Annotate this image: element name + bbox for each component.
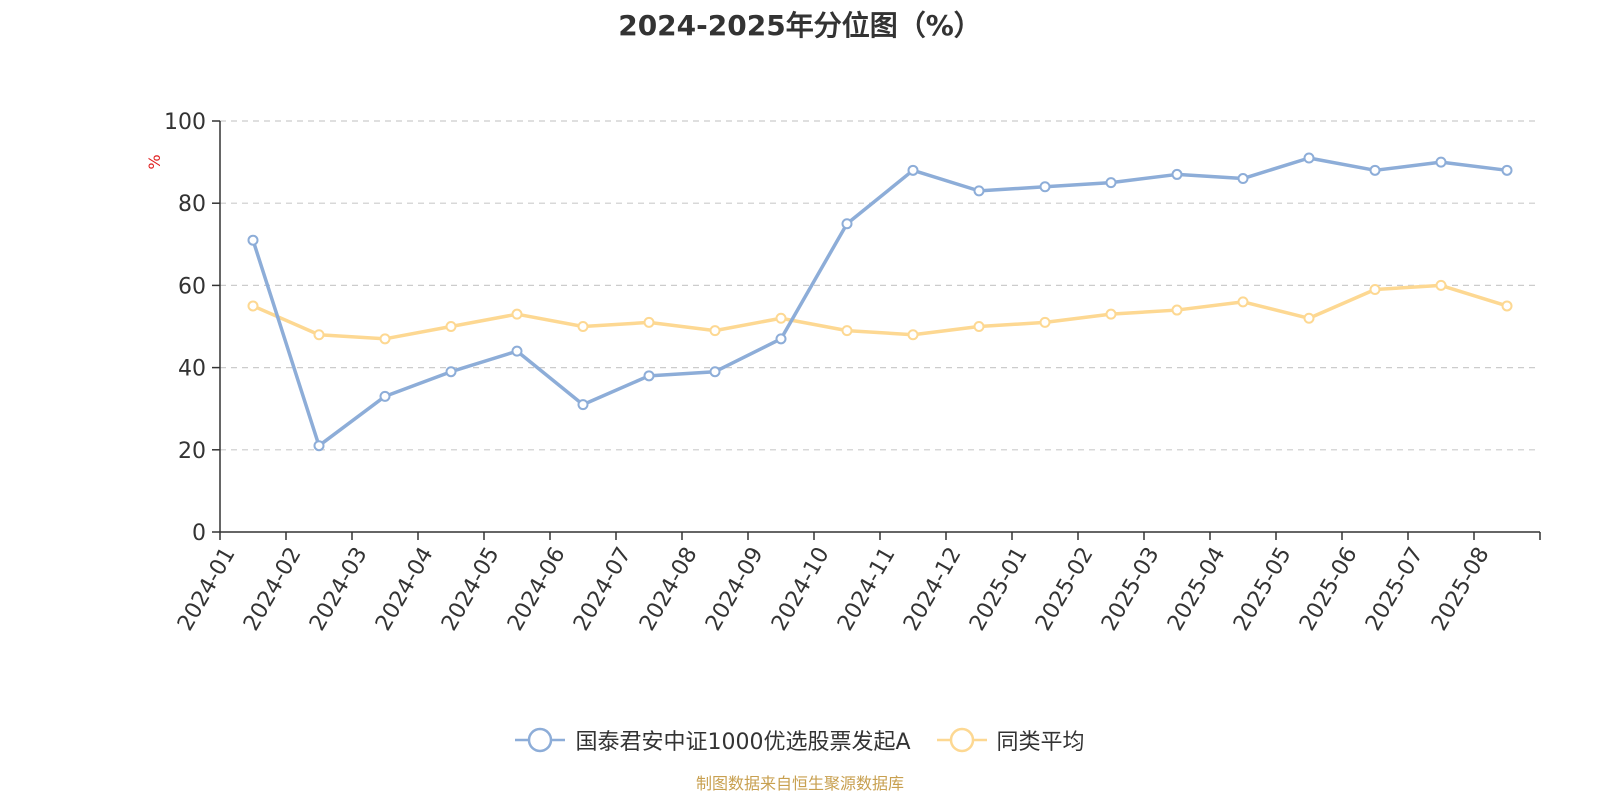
y-tick-label: 100 (164, 110, 206, 135)
data-point (313, 329, 325, 341)
data-point (1303, 152, 1315, 164)
data-point (775, 333, 787, 345)
y-tick-label: 80 (178, 192, 206, 217)
data-source-note: 制图数据来自恒生聚源数据库 (695, 774, 904, 793)
data-point (379, 390, 391, 402)
x-tick-label: 2024-07 (569, 543, 637, 635)
legend: 国泰君安中证1000优选股票发起A 同类平均 (0, 722, 1600, 758)
data-point (775, 312, 787, 324)
y-axis-unit-label: % (145, 154, 164, 169)
data-point (1237, 296, 1249, 308)
axis-layer: 0 20 40 60 80 100 2024-012024-022024-032024-04… (164, 110, 1541, 635)
data-point (1237, 173, 1249, 185)
x-tick-label: 2025-05 (1229, 543, 1297, 635)
data-point (1105, 177, 1117, 189)
x-tick-label: 2024-06 (503, 543, 571, 635)
x-tick-label: 2025-01 (965, 543, 1033, 635)
data-point (577, 321, 589, 332)
series-line-1 (251, 156, 1509, 448)
grid-layer (220, 120, 1540, 451)
data-point (973, 321, 985, 332)
legend-label: 国泰君安中证1000优选股票发起A (575, 730, 911, 755)
x-tick-label: 2024-03 (305, 543, 373, 635)
data-point (1303, 312, 1315, 324)
x-tick-label: 2024-08 (635, 543, 703, 635)
data-point (907, 164, 919, 176)
legend-marker-icon (515, 727, 566, 753)
data-point (1171, 304, 1183, 316)
x-tick-label: 2024-05 (437, 543, 505, 635)
data-point (1105, 308, 1117, 320)
data-point (1369, 284, 1381, 296)
data-point (841, 218, 853, 230)
data-point (973, 185, 985, 197)
y-tick-label: 60 (178, 274, 206, 299)
x-tick-label: 2025-08 (1427, 543, 1495, 635)
x-tick-label: 2024-04 (371, 543, 439, 635)
y-tick-label: 20 (178, 439, 206, 464)
data-point (511, 345, 523, 357)
legend-marker-circle (949, 727, 974, 753)
data-point (709, 325, 721, 337)
series-layer (247, 152, 1513, 452)
data-point (247, 300, 259, 312)
legend-label: 同类平均 (996, 730, 1085, 755)
data-point (313, 440, 325, 452)
data-point (1435, 156, 1447, 168)
x-tick-label: 2025-02 (1031, 543, 1099, 635)
x-tick-label: 2024-02 (239, 543, 307, 635)
data-point (1171, 168, 1183, 180)
data-point (445, 321, 457, 332)
data-point (709, 366, 721, 378)
legend-marker-circle (528, 727, 553, 753)
data-point (1501, 300, 1513, 312)
legend-item-1[interactable]: 国泰君安中证1000优选股票发起A (515, 724, 911, 756)
data-point (1435, 279, 1447, 291)
data-point (247, 234, 259, 246)
x-tick-label: 2024-11 (833, 543, 901, 635)
data-point (445, 366, 457, 378)
x-tick-label: 2024-09 (701, 543, 769, 635)
x-tick-label: 2025-03 (1097, 543, 1165, 635)
y-tick-label: 0 (192, 521, 206, 546)
x-tick-label: 2024-10 (767, 543, 835, 635)
data-point (841, 325, 853, 337)
chart-title: 2024-2025年分位图（%） (618, 9, 982, 42)
series-line-2 (251, 283, 1509, 341)
legend-item-2[interactable]: 同类平均 (936, 724, 1085, 756)
y-tick-label: 40 (178, 357, 206, 382)
x-tick-label: 2024-12 (899, 543, 967, 635)
data-point (643, 316, 655, 328)
data-point (643, 370, 655, 382)
data-point (577, 399, 589, 411)
data-point (1039, 181, 1051, 193)
legend-marker-icon (936, 727, 987, 753)
x-tick-label: 2025-04 (1163, 543, 1231, 635)
data-point (379, 333, 391, 345)
data-point (511, 308, 523, 320)
data-point (1501, 164, 1513, 176)
data-point (907, 329, 919, 341)
x-tick-label: 2025-06 (1295, 543, 1363, 635)
data-point (1369, 164, 1381, 176)
x-tick-label: 2024-01 (173, 543, 241, 635)
data-point (1039, 316, 1051, 328)
x-tick-label: 2025-07 (1361, 543, 1429, 635)
